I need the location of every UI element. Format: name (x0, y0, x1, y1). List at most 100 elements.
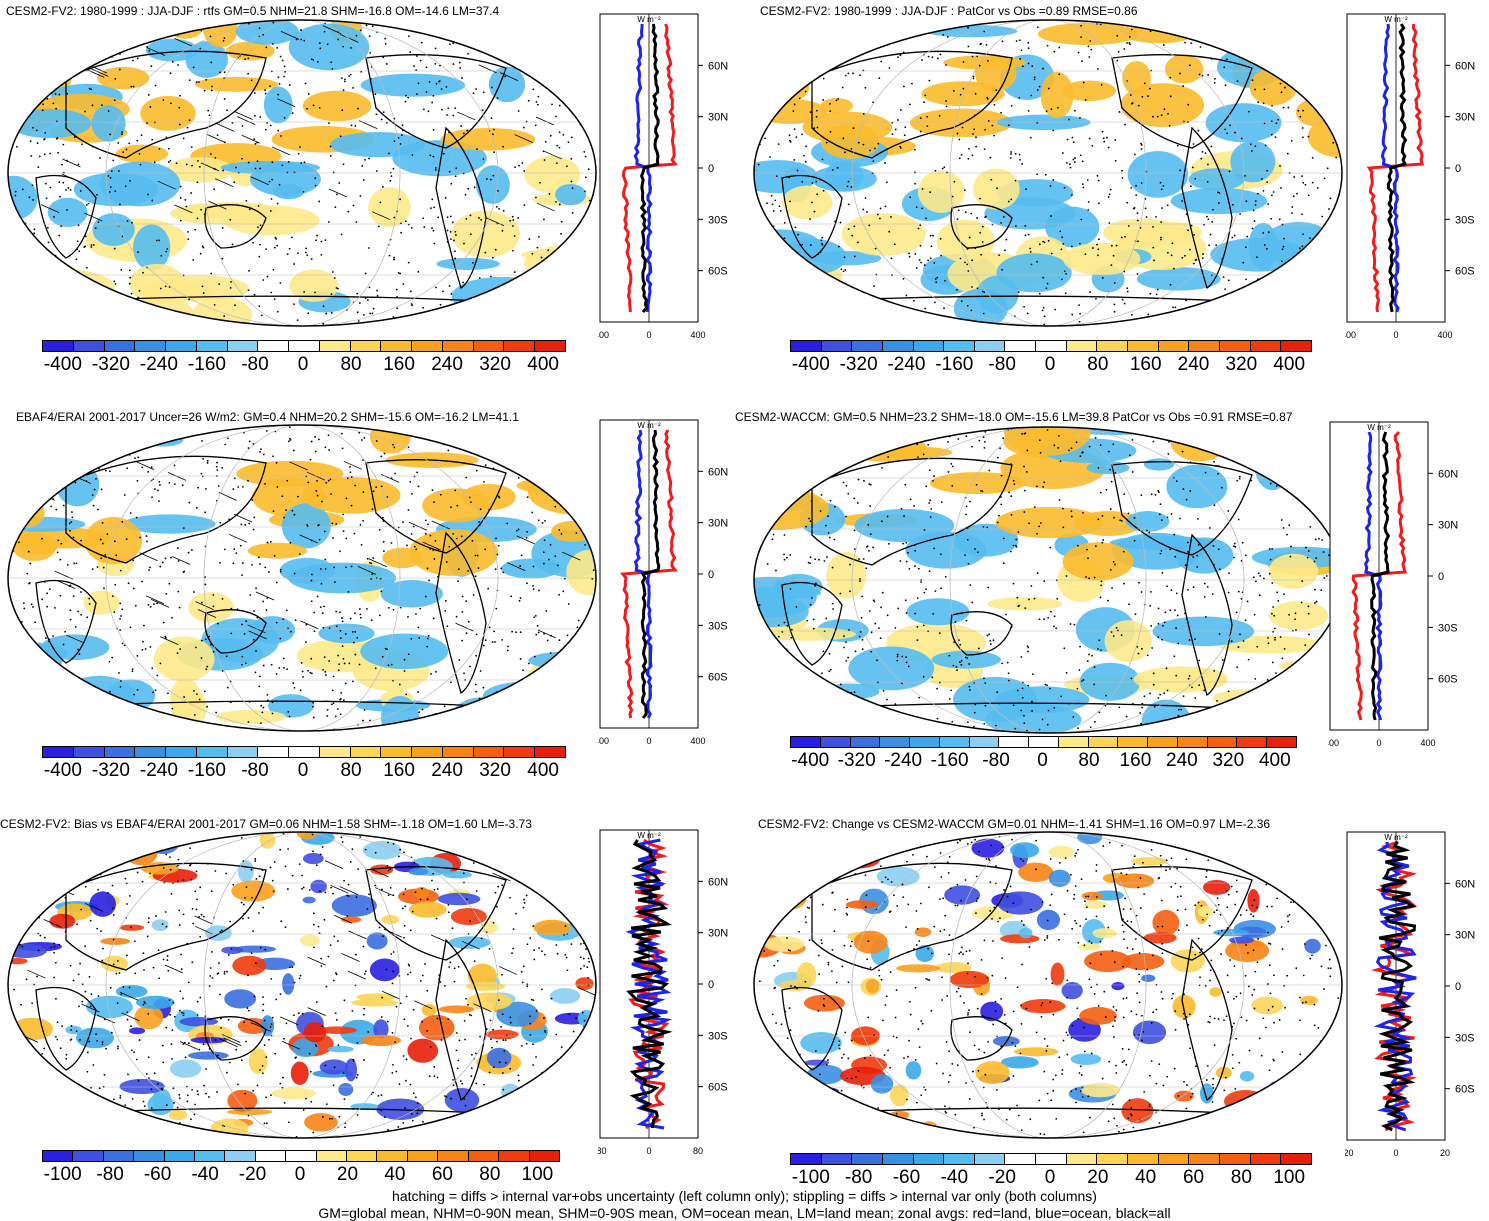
zonal-lat-label: 60N (708, 876, 728, 888)
zonal-units: W m⁻² (637, 15, 661, 24)
zonal-lat-label: 30N (708, 928, 728, 940)
zonal-lat-label: 60S (708, 672, 728, 684)
zonal-xtick: 0 (646, 736, 651, 746)
colorbar (42, 1150, 560, 1162)
colorbar-label: 100 (1273, 1167, 1306, 1188)
colorbar-label: 0 (297, 760, 309, 781)
colorbar-label: -400 (791, 750, 830, 771)
colorbar-label: 320 (479, 760, 511, 781)
zonal-mean-plot: -400 0 400 W m⁻² 60N 30N 0 30S 60S (1328, 421, 1458, 748)
robinson-map (7, 831, 597, 1139)
colorbar-label: -240 (139, 760, 178, 781)
colorbar-label: 0 (1037, 750, 1048, 771)
colorbar-label: 320 (1212, 750, 1245, 771)
colorbar-label: 100 (521, 1164, 554, 1185)
colorbar-label: -100 (43, 1164, 82, 1185)
colorbar-label: 0 (294, 1164, 306, 1185)
footer-line-2: GM=global mean, NHM=0-90N mean, SHM=0-90… (318, 1205, 1171, 1221)
zonal-units: W m⁻² (1384, 833, 1408, 842)
zonal-lat-label: 30S (708, 214, 728, 226)
zonal-mean-plot: -20 0 20 W m⁻² 60N 30N 0 30S 60S (1345, 831, 1475, 1158)
colorbar-label: -320 (91, 760, 130, 781)
colorbar-label: 0 (1044, 1167, 1056, 1188)
robinson-map (753, 831, 1343, 1139)
colorbar-label: 80 (1087, 354, 1109, 375)
colorbar-label: -320 (91, 354, 130, 375)
colorbar-label: 60 (1182, 1167, 1205, 1188)
colorbar-label: 320 (479, 354, 511, 375)
colorbar-label: 40 (1135, 1167, 1157, 1188)
zonal-xtick: 0 (1393, 330, 1398, 340)
zonal-mean-plot: -400 0 400 W m⁻² 60N 30N 0 30S 60S (598, 419, 728, 746)
zonal-lat-label: 30S (708, 620, 728, 632)
zonal-xtick: 0 (646, 330, 651, 340)
zonal-lat-label: 0 (708, 163, 714, 175)
colorbar-label: 80 (1230, 1167, 1252, 1188)
zonal-lat-label: 60S (708, 1082, 728, 1094)
colorbar-label: 0 (1044, 354, 1056, 375)
colorbar (790, 340, 1312, 352)
zonal-lat-label: 60S (1455, 266, 1475, 278)
colorbar-label: 80 (479, 1164, 501, 1185)
colorbar-label: -320 (837, 750, 876, 771)
zonal-lat-label: 30N (708, 112, 728, 124)
zonal-xtick: 400 (690, 736, 705, 746)
zonal-lat-label: 60S (1438, 674, 1458, 686)
colorbar-label: -20 (988, 1167, 1016, 1188)
zonal-xtick: -400 (1345, 330, 1356, 340)
zonal-xtick: 0 (1393, 1148, 1398, 1158)
zonal-lat-label: 30S (708, 1030, 728, 1042)
colorbar-label: -400 (791, 354, 830, 375)
colorbar-label: 0 (297, 354, 309, 375)
zonal-lat-label: 30N (1455, 930, 1475, 942)
panel-title: CESM2-FV2: Bias vs EBAF4/ERAI 2001-2017 … (0, 817, 532, 831)
zonal-lat-label: 0 (708, 569, 714, 581)
zonal-lat-label: 60N (708, 466, 728, 478)
colorbar-label: -40 (940, 1167, 969, 1188)
zonal-lat-label: 0 (1455, 981, 1461, 993)
zonal-xtick: -400 (598, 736, 609, 746)
zonal-xtick: -400 (598, 330, 609, 340)
zonal-lat-label: 30N (708, 518, 728, 530)
colorbar-label: 160 (383, 760, 415, 781)
zonal-lat-label: 30S (1438, 622, 1458, 634)
colorbar-label: 160 (1129, 354, 1162, 375)
colorbar-label: -40 (191, 1164, 219, 1185)
colorbar-label: -60 (892, 1167, 921, 1188)
zonal-units: W m⁻² (637, 831, 661, 840)
zonal-lat-label: 30S (1455, 1032, 1475, 1044)
colorbar-label: -240 (884, 750, 923, 771)
colorbar-label: -320 (839, 354, 878, 375)
colorbar-label: -400 (43, 354, 82, 375)
colorbar-label: 80 (340, 760, 362, 781)
colorbar-label: -160 (935, 354, 974, 375)
zonal-units: W m⁻² (1384, 15, 1408, 24)
zonal-units: W m⁻² (1367, 423, 1391, 432)
zonal-lat-label: 30N (1455, 112, 1475, 124)
zonal-lat-label: 60N (708, 60, 728, 72)
colorbar-label: 160 (383, 354, 415, 375)
colorbar-label: 240 (1166, 750, 1198, 771)
colorbar-label: -400 (43, 760, 82, 781)
colorbar-label: 400 (1273, 354, 1306, 375)
footer-line-1: hatching = diffs > internal var+obs unce… (392, 1188, 1097, 1204)
colorbar (42, 746, 566, 758)
zonal-mean-plot: -400 0 400 W m⁻² 60N 30N 0 30S 60S (598, 13, 728, 340)
zonal-mean-plot: -80 0 80 W m⁻² 60N 30N 0 30S 60S (598, 829, 728, 1156)
colorbar-label: 80 (1078, 750, 1100, 771)
zonal-xtick: -20 (1345, 1148, 1354, 1158)
robinson-map (753, 426, 1343, 734)
colorbar-label: -240 (887, 354, 926, 375)
colorbar-label: -240 (139, 354, 178, 375)
zonal-xtick: 400 (1437, 330, 1452, 340)
colorbar-label: -80 (96, 1164, 124, 1185)
colorbar (790, 736, 1297, 748)
zonal-lat-label: 0 (1438, 571, 1444, 583)
colorbar-label: 400 (527, 760, 559, 781)
zonal-units: W m⁻² (637, 421, 661, 430)
robinson-map (753, 19, 1343, 327)
colorbar-label: -80 (988, 354, 1016, 375)
robinson-map (7, 424, 597, 732)
zonal-lat-label: 60N (1455, 878, 1475, 890)
panel-title: CESM2-WACCM: GM=0.5 NHM=23.2 SHM=-18.0 O… (735, 410, 1293, 424)
